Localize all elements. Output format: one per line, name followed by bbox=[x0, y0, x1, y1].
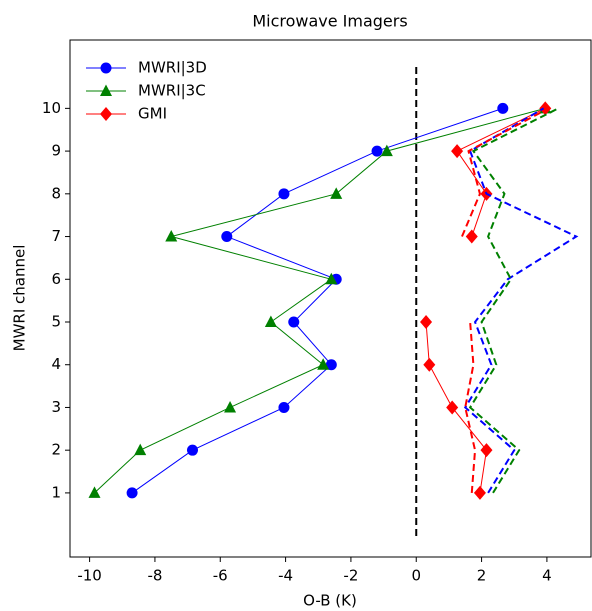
y-tick-label: 1 bbox=[51, 483, 61, 501]
marker bbox=[451, 144, 464, 159]
marker bbox=[186, 444, 198, 456]
marker bbox=[264, 315, 277, 327]
marker bbox=[88, 486, 101, 498]
x-tick-label: 4 bbox=[542, 567, 552, 585]
marker bbox=[126, 487, 138, 499]
marker bbox=[480, 443, 493, 458]
y-axis-label: MWRI channel bbox=[11, 245, 29, 352]
y-tick-label: 9 bbox=[51, 142, 61, 160]
marker bbox=[473, 485, 486, 500]
marker bbox=[288, 316, 300, 328]
marker bbox=[325, 359, 337, 371]
x-tick-label: 2 bbox=[477, 567, 487, 585]
legend-label: GMI bbox=[138, 105, 167, 123]
x-tick-label: -2 bbox=[343, 567, 358, 585]
marker bbox=[165, 230, 178, 242]
y-tick-label: 8 bbox=[51, 184, 61, 202]
marker bbox=[100, 62, 112, 74]
marker bbox=[420, 315, 433, 329]
marker bbox=[371, 145, 383, 157]
marker bbox=[325, 272, 338, 285]
series-line bbox=[94, 107, 546, 494]
y-tick-label: 10 bbox=[42, 99, 61, 117]
marker bbox=[497, 102, 509, 114]
marker bbox=[224, 400, 237, 413]
marker bbox=[278, 188, 290, 200]
plot-frame bbox=[69, 39, 592, 558]
dashed-line bbox=[461, 107, 550, 493]
series-line bbox=[131, 107, 503, 494]
marker bbox=[317, 358, 330, 370]
y-tick-label: 4 bbox=[51, 355, 61, 373]
y-tick-label: 2 bbox=[51, 441, 61, 459]
marker bbox=[100, 84, 112, 96]
chart-title: Microwave Imagers bbox=[252, 12, 407, 31]
dashed-line bbox=[463, 107, 579, 494]
marker bbox=[100, 107, 112, 121]
series-line bbox=[425, 107, 546, 493]
legend-label: MWRI|3C bbox=[138, 82, 206, 100]
x-axis-label: O-B (K) bbox=[303, 592, 357, 610]
marker bbox=[134, 443, 147, 456]
x-tick-label: -6 bbox=[213, 567, 228, 585]
marker bbox=[423, 357, 436, 372]
marker bbox=[380, 144, 393, 157]
x-tick-label: -4 bbox=[278, 567, 293, 585]
marker bbox=[465, 229, 478, 244]
marker bbox=[446, 400, 459, 415]
y-tick-label: 3 bbox=[51, 398, 61, 416]
x-tick-label: -8 bbox=[147, 567, 162, 585]
x-tick-label: -10 bbox=[77, 567, 102, 585]
y-tick-label: 7 bbox=[51, 227, 61, 245]
marker bbox=[539, 101, 552, 116]
x-tick-label: 0 bbox=[411, 567, 421, 585]
marker bbox=[330, 187, 343, 199]
dashed-line bbox=[468, 107, 559, 494]
marker bbox=[221, 231, 233, 243]
y-tick-label: 6 bbox=[51, 270, 61, 288]
y-tick-label: 5 bbox=[51, 313, 61, 331]
marker bbox=[278, 401, 290, 413]
legend-label: MWRI|3D bbox=[138, 59, 207, 77]
